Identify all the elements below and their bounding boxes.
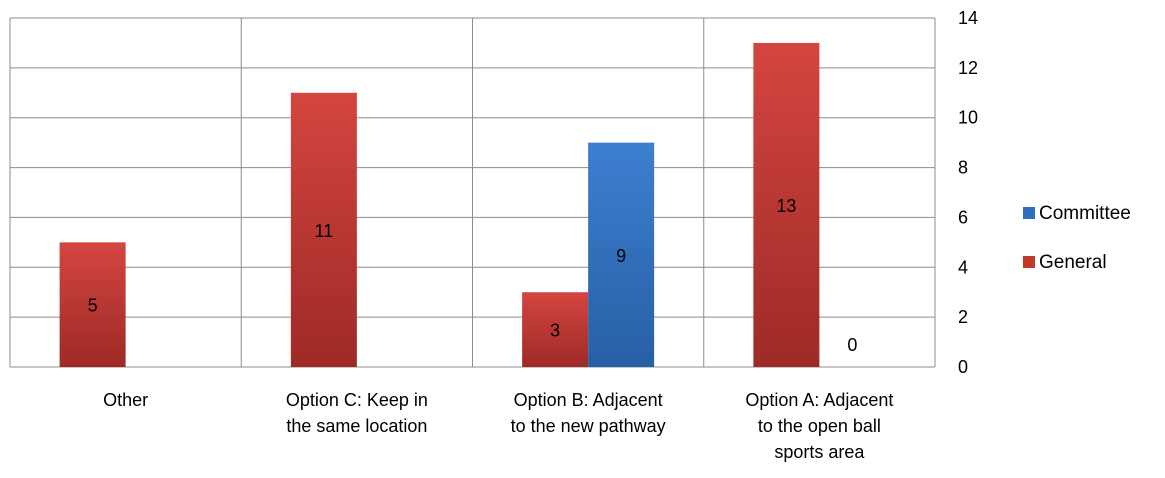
bar-general-3 xyxy=(753,42,820,368)
data-label-general-3: 13 xyxy=(776,196,796,216)
x-tick-label-3-line-0: Option A: Adjacent xyxy=(745,390,893,410)
x-tick-label-0: Other xyxy=(103,390,148,410)
data-label-committee-2: 9 xyxy=(616,246,626,266)
plot-grid xyxy=(9,17,936,368)
legend-swatch-general xyxy=(1023,256,1035,268)
y-tick-label-6: 12 xyxy=(958,58,978,78)
data-labels-group: 5 11 3 9 13 0 xyxy=(88,196,858,355)
x-tick-label-0-line-0: Other xyxy=(103,390,148,410)
legend-swatch-committee xyxy=(1023,207,1035,219)
y-tick-label-0: 0 xyxy=(958,357,968,377)
y-tick-label-5: 10 xyxy=(958,108,978,128)
x-tick-label-3-line-2: sports area xyxy=(774,442,865,462)
data-label-general-0: 5 xyxy=(88,296,98,316)
bar-general-1 xyxy=(290,92,357,368)
data-label-general-2: 3 xyxy=(550,321,560,341)
legend-label-committee: Committee xyxy=(1039,203,1131,224)
y-tick-label-7: 14 xyxy=(958,8,978,28)
y-tick-label-4: 8 xyxy=(958,158,968,178)
x-tick-label-1-line-0: Option C: Keep in xyxy=(286,390,428,410)
x-tick-label-2: Option B: Adjacent to the new pathway xyxy=(511,390,666,436)
data-label-committee-3: 0 xyxy=(847,335,857,355)
y-tick-label-2: 4 xyxy=(958,257,968,277)
x-tick-label-1: Option C: Keep in the same location xyxy=(286,390,428,436)
bars-group xyxy=(59,42,820,368)
bar-general-2 xyxy=(522,292,589,367)
legend: Committee General xyxy=(1023,203,1131,273)
y-tick-label-1: 2 xyxy=(958,307,968,327)
data-label-general-1: 11 xyxy=(315,221,334,241)
bar-committee-2 xyxy=(588,142,655,367)
y-axis-ticks: 0 2 4 6 8 10 12 14 xyxy=(958,8,978,377)
x-tick-label-2-line-0: Option B: Adjacent xyxy=(514,390,663,410)
y-tick-label-3: 6 xyxy=(958,207,968,227)
legend-label-general: General xyxy=(1039,252,1107,273)
bar-general-0 xyxy=(59,242,126,367)
x-tick-label-3-line-1: to the open ball xyxy=(758,416,881,436)
x-tick-label-3: Option A: Adjacent to the open ball sports… xyxy=(745,390,893,462)
x-tick-label-1-line-1: the same location xyxy=(286,416,427,436)
x-tick-label-2-line-1: to the new pathway xyxy=(511,416,666,436)
x-axis-labels: Other Option C: Keep in the same locationO… xyxy=(103,390,893,462)
